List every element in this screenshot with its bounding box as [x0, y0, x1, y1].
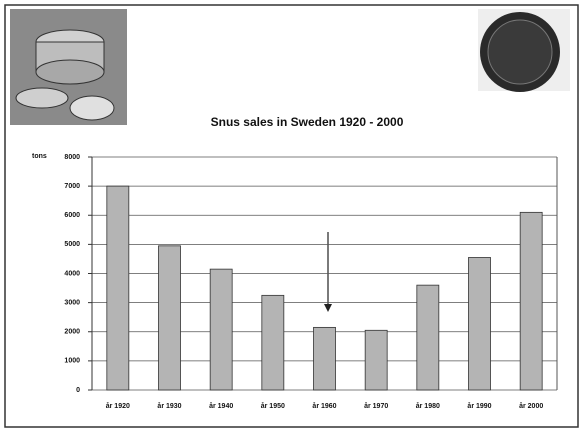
y-tick-label: 8000 — [64, 154, 80, 161]
x-tick-label: år 1980 — [416, 402, 440, 410]
x-tick-label: år 1970 — [364, 402, 388, 410]
y-tick-label: 2000 — [64, 329, 80, 336]
y-tick-label: 7000 — [64, 183, 80, 190]
x-tick-label: år 1920 — [106, 402, 130, 410]
photo-right — [478, 9, 570, 92]
y-axis-label: tons — [32, 153, 47, 160]
y-tick-label: 3000 — [64, 299, 80, 306]
bar — [468, 257, 491, 391]
y-tick-label: 4000 — [64, 270, 80, 277]
chart-title: Snus sales in Sweden 1920 - 2000 — [211, 115, 404, 129]
bar — [209, 268, 233, 391]
y-tick-label: 1000 — [64, 358, 80, 365]
x-tick-label: år 1940 — [209, 402, 233, 410]
photo-left — [10, 9, 127, 125]
y-tick-label: 6000 — [64, 212, 80, 219]
bar — [158, 245, 181, 391]
arrow-head — [324, 304, 332, 312]
x-tick-label: år 1960 — [312, 402, 336, 410]
bar — [313, 326, 336, 391]
y-tick-label: 5000 — [64, 241, 80, 248]
x-tick-label: år 1930 — [157, 402, 181, 410]
x-tick-label: år 1990 — [467, 402, 491, 410]
bar — [416, 284, 440, 391]
x-tick-label: år 2000 — [519, 402, 543, 410]
bar — [519, 211, 543, 391]
bar — [106, 185, 130, 391]
bar — [364, 329, 388, 391]
x-tick-label: år 1950 — [261, 402, 285, 410]
bar — [261, 294, 285, 391]
y-tick-label: 0 — [76, 387, 80, 394]
